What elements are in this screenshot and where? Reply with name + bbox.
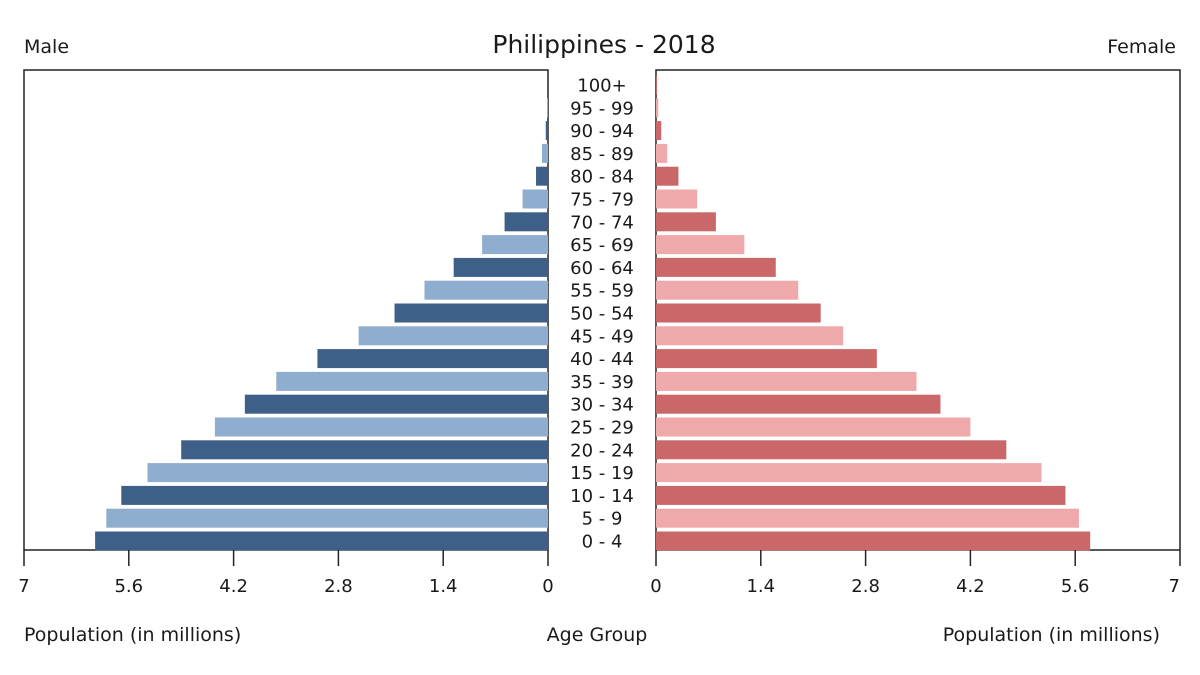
female-x-axis-label: Population (in millions)	[943, 624, 1160, 646]
male-bar-55-59	[424, 280, 548, 300]
female-bar-5-9	[656, 508, 1079, 528]
male-bar-60-64	[453, 257, 548, 277]
female-bar-0-4	[656, 531, 1091, 551]
age-group-label-10-14: 10 - 14	[570, 486, 634, 507]
female-bar-10-14	[656, 485, 1066, 505]
x-axis-ticks: 7 5.6 4.2 2.8 1.4 0 0 1.4 2.8 4.2 5.6 7	[18, 550, 1181, 597]
female-bar-100plus	[656, 75, 657, 95]
age-group-label-70-74: 70 - 74	[570, 212, 634, 233]
female-panel-label: Female	[1107, 36, 1176, 58]
male-bar-10-14	[121, 485, 549, 505]
age-group-label-45-49: 45 - 49	[570, 326, 634, 347]
male-tick-label: 2.8	[324, 576, 353, 597]
age-group-label-60-64: 60 - 64	[570, 258, 634, 279]
female-bar-55-59	[656, 280, 799, 300]
male-tick-label: 4.2	[219, 576, 248, 597]
female-bar-70-74	[656, 212, 716, 232]
age-group-label-25-29: 25 - 29	[570, 418, 634, 439]
male-bar-25-29	[214, 417, 548, 437]
female-bar-65-69	[656, 235, 745, 255]
female-tick-label: 1.4	[746, 576, 775, 597]
female-bar-40-44	[656, 349, 877, 369]
male-x-axis-label: Population (in millions)	[24, 624, 241, 646]
age-group-label-20-24: 20 - 24	[570, 440, 634, 461]
age-group-label-5-9: 5 - 9	[582, 509, 623, 530]
age-group-label-80-84: 80 - 84	[570, 167, 634, 188]
male-bar-90-94	[545, 121, 548, 141]
male-bar-65-69	[482, 235, 548, 255]
female-bar-30-34	[656, 394, 941, 414]
male-tick-label: 5.6	[114, 576, 143, 597]
female-tick-label: 2.8	[851, 576, 880, 597]
age-group-label-0-4: 0 - 4	[582, 532, 623, 553]
age-group-label-95-99: 95 - 99	[570, 98, 634, 119]
male-bar-30-34	[244, 394, 549, 414]
female-bar-50-54	[656, 303, 821, 323]
male-panel-label: Male	[24, 36, 69, 58]
female-bar-85-89	[656, 143, 668, 163]
male-bar-0-4	[95, 531, 548, 551]
age-group-label-15-19: 15 - 19	[570, 463, 634, 484]
female-tick-label: 7	[1169, 576, 1180, 597]
age-group-label-55-59: 55 - 59	[570, 281, 634, 302]
female-tick-label: 5.6	[1061, 576, 1090, 597]
female-bar-95-99	[656, 98, 659, 118]
male-bar-80-84	[536, 166, 548, 186]
center-axis-label: Age Group	[547, 624, 648, 646]
male-bars	[95, 75, 549, 551]
female-tick-label: 4.2	[956, 576, 985, 597]
female-bar-90-94	[656, 121, 662, 141]
male-bar-85-89	[542, 143, 548, 163]
female-bar-75-79	[656, 189, 698, 209]
male-bar-75-79	[522, 189, 548, 209]
male-bar-20-24	[181, 440, 548, 460]
female-bar-15-19	[656, 463, 1042, 483]
male-bar-100plus	[547, 75, 548, 95]
age-group-label-40-44: 40 - 44	[570, 349, 634, 370]
age-group-label-100plus: 100+	[577, 76, 626, 97]
male-tick-label: 7	[18, 576, 29, 597]
male-bar-35-39	[276, 371, 548, 391]
chart-title: Philippines - 2018	[492, 30, 715, 59]
male-bar-70-74	[504, 212, 548, 232]
age-group-label-90-94: 90 - 94	[570, 121, 634, 142]
male-bar-5-9	[106, 508, 548, 528]
male-bar-95-99	[547, 98, 548, 118]
female-bar-35-39	[656, 371, 917, 391]
female-bar-25-29	[656, 417, 971, 437]
female-bar-80-84	[656, 166, 679, 186]
age-group-label-50-54: 50 - 54	[570, 304, 634, 325]
male-tick-label: 0	[542, 576, 553, 597]
age-group-label-35-39: 35 - 39	[570, 372, 634, 393]
male-bar-45-49	[358, 326, 548, 346]
female-bar-20-24	[656, 440, 1007, 460]
male-tick-label: 1.4	[429, 576, 458, 597]
male-bar-15-19	[147, 463, 548, 483]
age-group-label-65-69: 65 - 69	[570, 235, 634, 256]
age-group-label-85-89: 85 - 89	[570, 144, 634, 165]
age-group-label-30-34: 30 - 34	[570, 395, 634, 416]
female-tick-label: 0	[650, 576, 661, 597]
female-bar-45-49	[656, 326, 844, 346]
male-bar-50-54	[394, 303, 548, 323]
female-bars	[656, 75, 1091, 551]
female-bar-60-64	[656, 257, 776, 277]
male-bar-40-44	[317, 349, 548, 369]
age-group-label-75-79: 75 - 79	[570, 190, 634, 211]
